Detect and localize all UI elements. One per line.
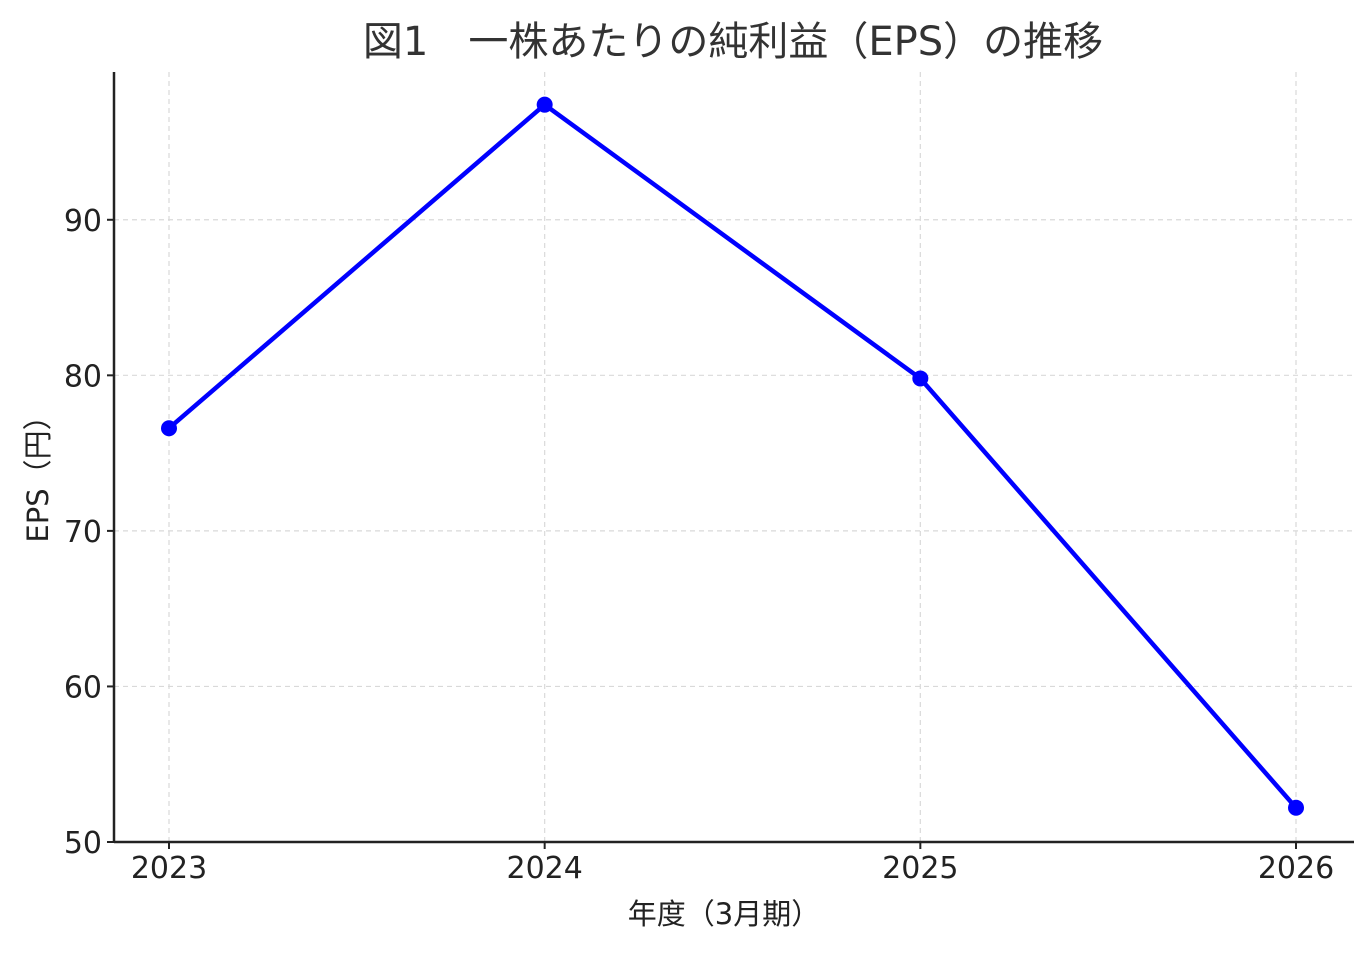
y-tick-label: 50	[64, 826, 102, 861]
series-line	[166, 102, 1299, 811]
y-tick-label: 60	[64, 670, 102, 705]
data-point-2023	[161, 420, 177, 437]
data-point-2025	[912, 370, 929, 387]
data-point-2026	[1288, 799, 1304, 816]
x-tick-label: 2024	[506, 851, 582, 886]
y-tick-label: 80	[64, 359, 102, 394]
y-tick-label: 90	[64, 204, 102, 239]
y-tick-label: 70	[64, 515, 102, 550]
y-axis-title: EPS（円）	[21, 401, 55, 542]
chart-title: 図1 一株あたりの純利益（EPS）の推移	[363, 19, 1103, 65]
series-layer	[161, 96, 1304, 816]
x-tick-label: 2026	[1258, 851, 1334, 886]
ticks-layer: 50 60 70 80 90 2023 2024 2025 2026	[64, 204, 1334, 886]
x-axis-title: 年度（3月期）	[628, 897, 820, 931]
grid-layer	[114, 72, 1354, 842]
x-tick-label: 2025	[882, 851, 958, 886]
axes-layer	[112, 72, 1354, 844]
x-tick-label: 2023	[131, 851, 207, 886]
data-point-2024	[536, 96, 553, 113]
